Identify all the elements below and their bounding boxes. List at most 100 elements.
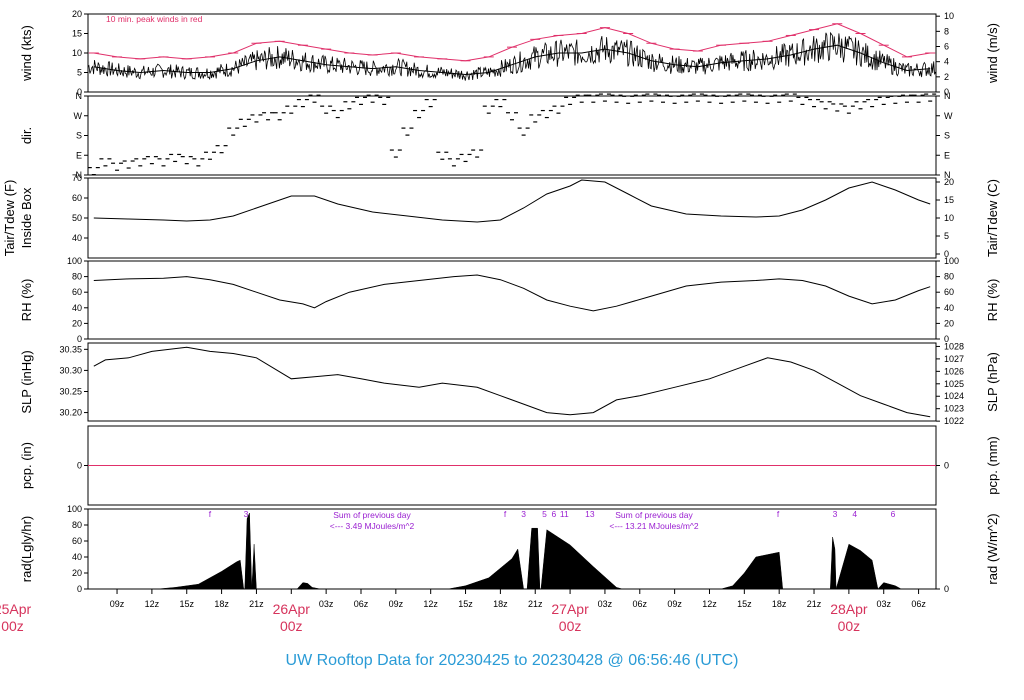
ytick-label: S <box>76 131 82 141</box>
ytick-label: W <box>74 111 83 121</box>
time-tick-label: 06z <box>911 599 926 609</box>
ytick-label: N <box>76 170 83 180</box>
panel-slp: 30.20 30.25 30.30 30.35 1022 1023 1024 1025 1026… <box>19 341 1000 426</box>
ylabel-secondary: Inside Box <box>19 187 34 248</box>
ytick-label-right: 1028 <box>944 341 964 351</box>
day-hour-label: 00z <box>559 618 582 634</box>
ytick-label: 60 <box>72 193 82 203</box>
rad-marker-label: 5 <box>542 509 547 519</box>
ytick-label-right: N <box>944 170 951 180</box>
ytick-label: N <box>76 91 83 101</box>
ytick-label-right: 0 <box>944 461 949 471</box>
ytick-label-right: 10 <box>944 213 954 223</box>
ylabel: rad(Lgly/hr) <box>19 516 34 582</box>
time-tick-label: 21z <box>807 599 822 609</box>
time-tick-label: 18z <box>214 599 229 609</box>
ytick-label-right: 60 <box>944 287 954 297</box>
series-line-wind <box>93 23 931 62</box>
time-tick-label: 03z <box>598 599 613 609</box>
series-line-wind <box>93 44 931 76</box>
ytick-label-right: 0 <box>944 334 949 344</box>
time-tick-label: 15z <box>179 599 194 609</box>
day-label: 26Apr <box>273 601 311 617</box>
ytick-label-right: 0 <box>944 584 949 594</box>
ytick-label: 0 <box>77 334 82 344</box>
series-line-slp <box>93 346 931 418</box>
ytick-label-right: 20 <box>944 318 954 328</box>
time-tick-label: 03z <box>876 599 891 609</box>
time-tick-label: 12z <box>702 599 717 609</box>
rad-marker-label: 13 <box>585 509 595 519</box>
time-tick-label: 18z <box>493 599 508 609</box>
ytick-label-right: 20 <box>944 177 954 187</box>
panel-frame-dir <box>87 95 937 176</box>
ytick-label-right: 0 <box>944 87 949 97</box>
ytick-label-right: S <box>944 131 950 141</box>
day-hour-label: 00z <box>838 618 861 634</box>
panel-frame-temp <box>87 177 937 259</box>
day-label: 27Apr <box>551 601 589 617</box>
rad-marker-label: 3 <box>244 509 249 519</box>
ytick-label-right: 4 <box>944 57 949 67</box>
ytick-label: 15 <box>72 29 82 39</box>
rad-marker-label: 11 <box>560 509 569 519</box>
ytick-label: 20 <box>72 318 82 328</box>
time-tick-label: 03z <box>319 599 334 609</box>
ytick-label: 100 <box>67 504 82 514</box>
panel-rh: 0 20 40 60 80 100 0 20 40 60 80 100 RH (%) RH (%) <box>19 256 1000 344</box>
ytick-label-right: W <box>944 111 953 121</box>
ylabel: SLP (inHg) <box>19 350 34 413</box>
time-tick-label: 15z <box>458 599 473 609</box>
chart-title: UW Rooftop Data for 20230425 to 20230428… <box>286 652 739 669</box>
rad-marker-label: 3 <box>521 509 526 519</box>
time-tick-label: 09z <box>667 599 682 609</box>
ytick-label: 20 <box>72 9 82 19</box>
ytick-label: 80 <box>72 520 82 530</box>
ylabel-right: wind (m/s) <box>985 23 1000 84</box>
ylabel-right: RH (%) <box>985 279 1000 322</box>
rad-sum-note-2-line1: Sum of previous day <box>615 510 693 520</box>
ytick-label: 50 <box>72 213 82 223</box>
ylabel-right: Tair/Tdew (C) <box>985 179 1000 257</box>
ytick-label: 0 <box>77 584 82 594</box>
day-label: 28Apr <box>830 601 868 617</box>
rad-marker-label: 4 <box>852 509 857 519</box>
ytick-label-right: 1025 <box>944 379 964 389</box>
ytick-label: 0 <box>77 461 82 471</box>
ytick-label-right: 2 <box>944 72 949 82</box>
time-tick-label: 09z <box>389 599 404 609</box>
time-tick-label: 12z <box>145 599 160 609</box>
ytick-label: 100 <box>67 256 82 266</box>
time-tick-label: 06z <box>354 599 369 609</box>
ytick-label: 0 <box>77 87 82 97</box>
ylabel: dir. <box>19 127 34 144</box>
day-label: 25Apr <box>0 601 32 617</box>
rad-sum-note-2-line2: <--- 13.21 MJoules/m^2 <box>609 521 699 531</box>
ytick-label-right: 0 <box>944 249 949 259</box>
panel-frame-rh <box>87 260 937 340</box>
rad-marker-label: f <box>209 509 212 519</box>
rad-marker-label: f <box>777 509 780 519</box>
time-tick-label: 15z <box>737 599 752 609</box>
ytick-label: 40 <box>72 233 82 243</box>
ytick-label-right: 1023 <box>944 404 964 414</box>
ytick-label: 30.35 <box>59 344 82 354</box>
ytick-label: 40 <box>72 552 82 562</box>
ytick-label-right: 10 <box>944 11 954 21</box>
day-hour-label: 00z <box>1 618 24 634</box>
time-tick-label: 21z <box>528 599 543 609</box>
ytick-label: 60 <box>72 536 82 546</box>
ytick-label: 70 <box>72 173 82 183</box>
rad-marker-label: 6 <box>891 509 896 519</box>
rad-marker-label: 6 <box>551 509 556 519</box>
time-tick-label: 18z <box>772 599 787 609</box>
ytick-label-right: 1026 <box>944 366 964 376</box>
ytick-label: 30.30 <box>59 365 82 375</box>
ytick-label: 60 <box>72 287 82 297</box>
ytick-label: E <box>76 150 82 160</box>
ylabel: RH (%) <box>19 279 34 322</box>
ylabel: pcp. (in) <box>19 442 34 489</box>
ytick-label-right: 1022 <box>944 416 964 426</box>
ytick-label: 5 <box>77 68 82 78</box>
